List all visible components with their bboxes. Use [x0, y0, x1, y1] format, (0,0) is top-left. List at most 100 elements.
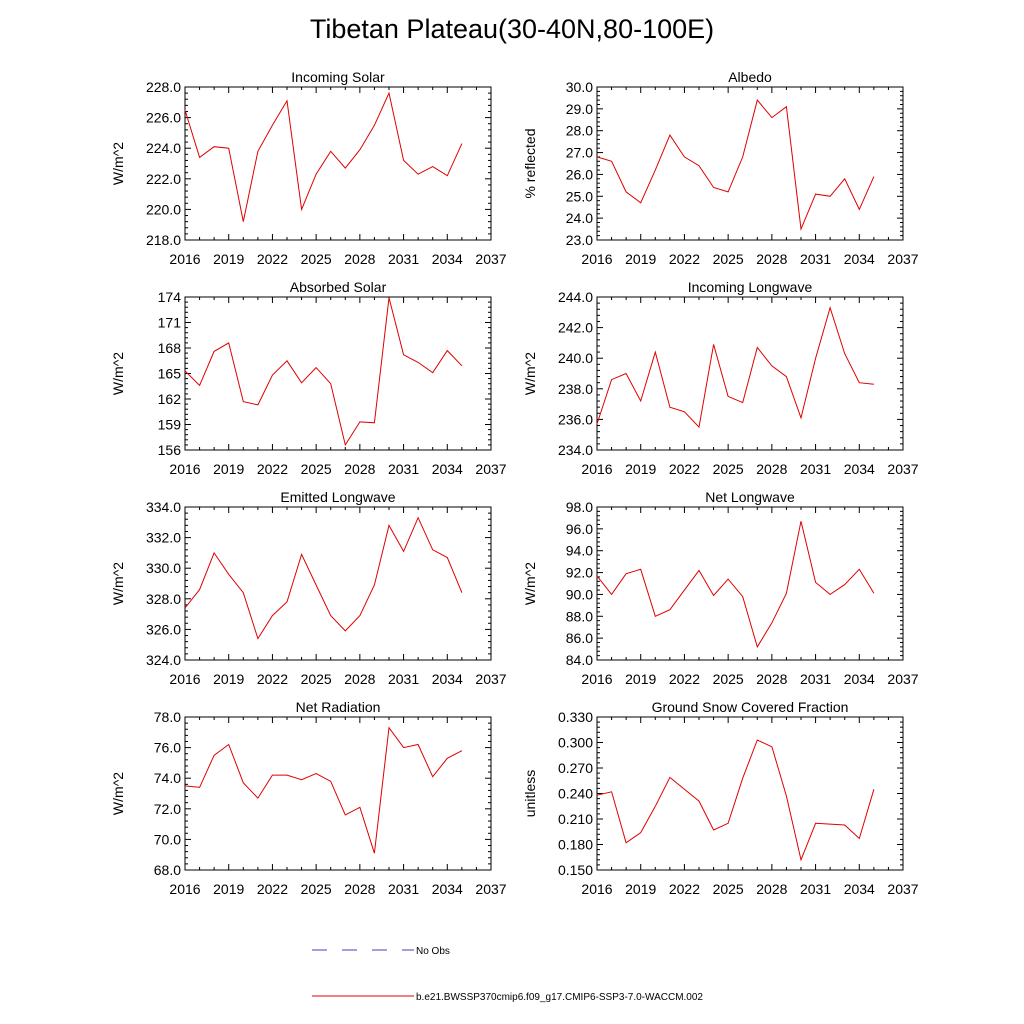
x-tick-label: 2016: [581, 251, 612, 267]
x-tick-label: 2037: [475, 251, 506, 267]
x-tick-label: 2025: [301, 251, 332, 267]
chart-panel-6: 2016 2019 2022 2025 2028 2031 2034 2037 84.0 86.0…: [522, 489, 919, 687]
x-tick-label: 2025: [301, 881, 332, 897]
series-line: [596, 305, 874, 429]
x-tick-label: 2037: [887, 251, 918, 267]
chart-panel-3: 2016 2019 2022 2025 2028 2031 2034 2037 156 159 16…: [110, 279, 507, 477]
x-tick-label: 2031: [800, 251, 831, 267]
x-tick-label: 2016: [169, 671, 200, 687]
y-tick-label: 25.0: [566, 188, 593, 204]
chart-title: Incoming Solar: [291, 69, 385, 85]
y-axis-label: W/m^2: [522, 352, 538, 395]
x-tick-label: 2028: [344, 461, 375, 477]
x-tick-label: 2037: [475, 881, 506, 897]
series-line: [184, 726, 463, 854]
y-tick-label: 242.0: [558, 320, 593, 336]
x-tick-label: 2025: [301, 461, 332, 477]
y-tick-label: 330.0: [146, 560, 181, 576]
x-tick-label: 2028: [344, 881, 375, 897]
plot-frame: [184, 506, 492, 661]
plot-frame: [184, 296, 492, 451]
x-tick-label: 2025: [713, 461, 744, 477]
y-tick-label: 218.0: [146, 232, 181, 248]
x-tick-label: 2031: [388, 461, 419, 477]
x-tick-label: 2028: [756, 671, 787, 687]
y-tick-label: 78.0: [154, 709, 181, 725]
y-tick-label: 0.150: [558, 862, 593, 878]
x-tick-label: 2025: [713, 881, 744, 897]
chart-title: Net Radiation: [296, 699, 381, 715]
x-tick-label: 2016: [169, 461, 200, 477]
x-tick-label: 2019: [213, 461, 244, 477]
x-tick-label: 2028: [756, 461, 787, 477]
plot-frame: [596, 506, 904, 661]
y-tick-label: 174: [158, 289, 182, 305]
chart-title: Albedo: [728, 69, 772, 85]
x-tick-label: 2031: [800, 881, 831, 897]
y-tick-label: 26.0: [566, 166, 593, 182]
y-tick-label: 222.0: [146, 171, 181, 187]
y-tick-label: 76.0: [154, 740, 181, 756]
y-tick-label: 88.0: [566, 608, 593, 624]
legend-model-label: b.e21.BWSSP370cmip6.f09_g17.CMIP6-SSP3-7…: [416, 992, 703, 1003]
x-tick-label: 2016: [581, 461, 612, 477]
x-tick-label: 2034: [432, 881, 463, 897]
x-tick-label: 2019: [213, 671, 244, 687]
series-line: [184, 516, 463, 640]
y-tick-label: 165: [158, 366, 182, 382]
y-tick-label: 0.240: [558, 786, 593, 802]
x-tick-label: 2028: [344, 671, 375, 687]
chart-panel-1: 2016 2019 2022 2025 2028 2031 2034 2037 218.0 220…: [110, 69, 507, 267]
chart-panel-7: 2016 2019 2022 2025 2028 2031 2034 2037 68.0 70.0…: [110, 699, 507, 897]
chart-title: Incoming Longwave: [688, 279, 813, 295]
y-tick-label: 68.0: [154, 862, 181, 878]
y-tick-label: 27.0: [566, 145, 593, 161]
y-axis-label: W/m^2: [110, 142, 126, 185]
y-tick-label: 224.0: [146, 140, 181, 156]
x-tick-label: 2031: [388, 251, 419, 267]
y-tick-label: 0.300: [558, 735, 593, 751]
y-tick-label: 236.0: [558, 411, 593, 427]
x-tick-label: 2037: [887, 881, 918, 897]
chart-title: Absorbed Solar: [290, 279, 387, 295]
x-tick-label: 2019: [625, 881, 656, 897]
y-tick-label: 244.0: [558, 289, 593, 305]
y-axis-label: unitless: [522, 770, 538, 817]
y-tick-label: 334.0: [146, 499, 181, 515]
x-tick-label: 2022: [669, 251, 700, 267]
x-tick-label: 2031: [388, 881, 419, 897]
y-tick-label: 226.0: [146, 110, 181, 126]
y-axis-label: % reflected: [522, 128, 538, 198]
x-tick-label: 2037: [475, 461, 506, 477]
y-tick-label: 70.0: [154, 831, 181, 847]
y-tick-label: 30.0: [566, 79, 593, 95]
y-tick-label: 228.0: [146, 79, 181, 95]
y-tick-label: 238.0: [558, 381, 593, 397]
x-tick-label: 2022: [669, 881, 700, 897]
y-tick-label: 0.270: [558, 760, 593, 776]
y-tick-label: 324.0: [146, 652, 181, 668]
x-tick-label: 2034: [432, 461, 463, 477]
legend-obs-label: No Obs: [416, 946, 450, 957]
y-tick-label: 94.0: [566, 543, 593, 559]
y-tick-label: 332.0: [146, 530, 181, 546]
series-line: [596, 739, 875, 862]
y-tick-label: 92.0: [566, 565, 593, 581]
y-tick-label: 86.0: [566, 630, 593, 646]
x-tick-label: 2022: [669, 461, 700, 477]
x-tick-label: 2019: [213, 251, 244, 267]
series-line: [184, 91, 463, 222]
x-tick-label: 2031: [800, 461, 831, 477]
x-tick-label: 2016: [169, 251, 200, 267]
y-tick-label: 84.0: [566, 652, 593, 668]
y-tick-label: 0.330: [558, 709, 593, 725]
chart-panel-2: 2016 2019 2022 2025 2028 2031 2034 2037 23.0 24.0…: [522, 69, 919, 267]
y-tick-label: 240.0: [558, 350, 593, 366]
series-line: [596, 521, 875, 649]
x-tick-label: 2031: [388, 671, 419, 687]
y-tick-label: 96.0: [566, 521, 593, 537]
y-tick-label: 328.0: [146, 591, 181, 607]
x-tick-label: 2019: [213, 881, 244, 897]
y-tick-label: 28.0: [566, 123, 593, 139]
